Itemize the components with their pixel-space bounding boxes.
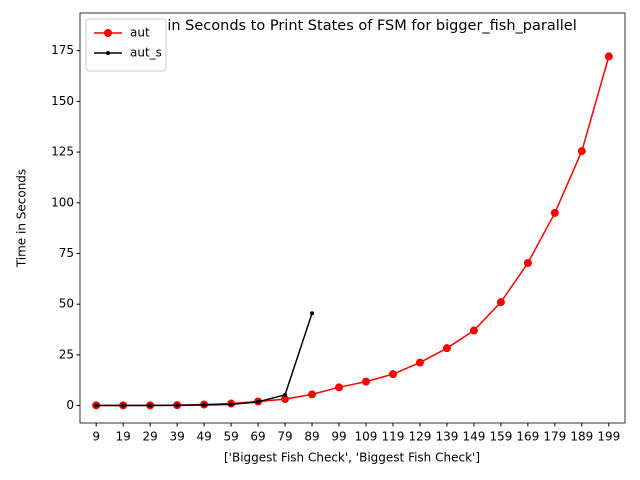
x-tick-label: 169 — [516, 430, 539, 444]
x-tick-label: 119 — [382, 430, 405, 444]
y-tick-label: 175 — [51, 43, 74, 57]
data-point — [550, 208, 559, 217]
data-point — [202, 402, 207, 407]
x-tick-label: 79 — [277, 430, 292, 444]
legend-label: aut — [130, 26, 150, 40]
legend-marker — [106, 51, 110, 55]
data-point — [148, 403, 153, 408]
x-tick-label: 29 — [143, 430, 158, 444]
x-tick-label: 69 — [250, 430, 265, 444]
x-axis-label: ['Biggest Fish Check', 'Biggest Fish Che… — [224, 451, 480, 465]
x-tick-label: 39 — [169, 430, 184, 444]
plot-frame — [79, 12, 626, 424]
data-point — [94, 403, 99, 408]
y-axis-label: Time in Seconds — [15, 169, 29, 268]
y-tick-label: 125 — [51, 145, 74, 159]
data-point — [577, 147, 586, 156]
data-point — [229, 402, 234, 407]
x-tick-label: 89 — [304, 430, 319, 444]
x-tick-label: 9 — [92, 430, 100, 444]
y-tick-label: 0 — [66, 398, 74, 412]
x-tick-label: 99 — [331, 430, 346, 444]
x-tick-label: 199 — [597, 430, 620, 444]
x-tick-label: 159 — [489, 430, 512, 444]
x-tick-label: 179 — [543, 430, 566, 444]
data-point — [335, 383, 344, 392]
y-tick-label: 25 — [59, 347, 74, 361]
data-point — [604, 52, 613, 61]
x-tick-label: 189 — [570, 430, 593, 444]
data-point — [308, 390, 317, 399]
data-point — [310, 311, 315, 316]
x-tick-label: 49 — [196, 430, 211, 444]
legend-marker — [104, 29, 112, 37]
data-point — [283, 392, 288, 397]
data-point — [256, 399, 261, 404]
x-tick-label: 149 — [462, 430, 485, 444]
data-point — [388, 370, 397, 379]
x-tick-label: 59 — [223, 430, 238, 444]
chart-title: Time in Seconds to Print States of FSM f… — [126, 18, 577, 34]
x-tick-label: 19 — [116, 430, 131, 444]
data-point — [175, 403, 180, 408]
y-tick-label: 50 — [59, 297, 74, 311]
data-point — [281, 395, 290, 404]
data-point — [361, 377, 370, 386]
data-point — [121, 403, 126, 408]
data-point — [469, 326, 478, 335]
data-point — [415, 358, 424, 367]
data-point — [442, 344, 451, 353]
x-tick-label: 109 — [355, 430, 378, 444]
y-tick-label: 100 — [51, 195, 74, 209]
y-tick-label: 75 — [59, 246, 74, 260]
data-point — [523, 259, 532, 268]
x-tick-label: 129 — [408, 430, 431, 444]
legend-label: aut_s — [130, 46, 162, 60]
data-point — [496, 298, 505, 307]
y-tick-label: 150 — [51, 94, 74, 108]
x-tick-label: 139 — [435, 430, 458, 444]
